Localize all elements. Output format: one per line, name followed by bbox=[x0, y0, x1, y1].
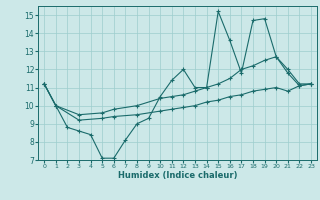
X-axis label: Humidex (Indice chaleur): Humidex (Indice chaleur) bbox=[118, 171, 237, 180]
